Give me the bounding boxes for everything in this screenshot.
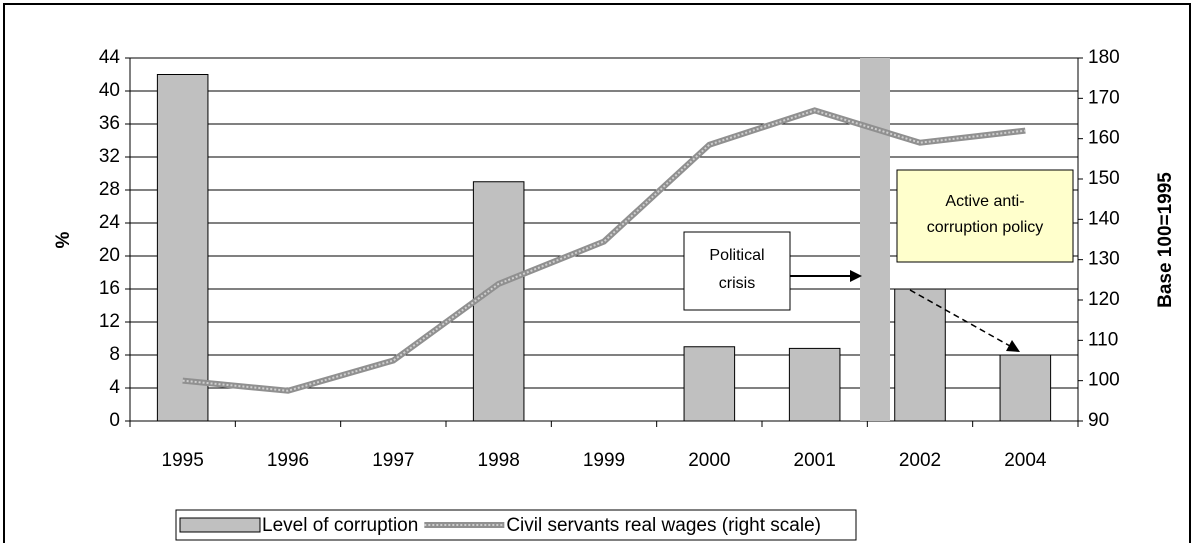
y-tick-label: 8 bbox=[109, 344, 120, 365]
y2-tick-label: 180 bbox=[1088, 47, 1120, 68]
y2-tick-label: 110 bbox=[1088, 329, 1118, 350]
y2-tick-label: 90 bbox=[1088, 410, 1109, 431]
arrow-head bbox=[1006, 340, 1020, 352]
legend-swatch bbox=[179, 517, 261, 533]
y-tick-label: 44 bbox=[99, 47, 121, 68]
x-tick-label: 2004 bbox=[1004, 450, 1047, 471]
y-tick-label: 0 bbox=[109, 410, 120, 431]
grid: 0 4 8 12 16 20 24 28 32 36 40 44 90 100 110 120 130 140 15… bbox=[99, 47, 1120, 471]
annotations: Political crisis Active anti- corruption… bbox=[683, 169, 1074, 352]
x-tick-label: 1997 bbox=[372, 450, 414, 471]
y-tick-label: 12 bbox=[99, 311, 120, 332]
y-tick-label: 36 bbox=[99, 113, 120, 134]
annotation-box bbox=[896, 169, 1074, 263]
bar bbox=[788, 347, 841, 422]
annotation-box bbox=[683, 231, 791, 311]
y2-tick-label: 100 bbox=[1088, 370, 1120, 391]
x-tick-label: 1998 bbox=[478, 450, 520, 471]
annotation-text: Political bbox=[709, 247, 764, 264]
arrow-head bbox=[850, 270, 862, 282]
marks bbox=[156, 74, 1052, 422]
x-tick-label: 1996 bbox=[267, 450, 309, 471]
legend-box bbox=[175, 509, 857, 541]
x-tick-label: 2001 bbox=[794, 450, 836, 471]
bar bbox=[999, 354, 1052, 422]
y-axis-label: % bbox=[53, 231, 74, 248]
x-tick-label: 1999 bbox=[583, 450, 625, 471]
y-tick-label: 40 bbox=[99, 80, 120, 101]
dashed-arrow bbox=[909, 289, 1011, 347]
bar bbox=[472, 181, 525, 422]
y-tick-label: 16 bbox=[99, 278, 120, 299]
y-tick-label: 20 bbox=[99, 245, 120, 266]
y-tick-label: 32 bbox=[99, 146, 120, 167]
y2-axis-label: Base 100=1995 bbox=[1155, 172, 1176, 308]
y2-tick-label: 140 bbox=[1088, 208, 1120, 229]
y2-tick-label: 160 bbox=[1088, 128, 1120, 149]
x-tick-label: 1995 bbox=[162, 450, 204, 471]
y-tick-label: 24 bbox=[99, 212, 121, 233]
x-tick-label: 2002 bbox=[899, 450, 941, 471]
legend-label: Civil servants real wages (right scale) bbox=[506, 515, 821, 536]
bar bbox=[156, 74, 209, 422]
line bbox=[182, 107, 1026, 394]
y2-tick-label: 130 bbox=[1088, 249, 1120, 270]
annotation-text: Active anti- bbox=[945, 193, 1024, 210]
policy-band bbox=[860, 58, 890, 421]
bar bbox=[894, 288, 946, 422]
legend: Level of corruption Civil servants real w… bbox=[175, 509, 857, 541]
annotation-text: corruption policy bbox=[927, 219, 1044, 236]
y-tick-label: 4 bbox=[109, 377, 120, 398]
annotation-text: crisis bbox=[719, 275, 755, 292]
bar bbox=[683, 346, 736, 422]
legend-label: Level of corruption bbox=[262, 515, 418, 536]
y2-tick-label: 170 bbox=[1088, 87, 1120, 108]
x-tick-label: 2000 bbox=[688, 450, 730, 471]
y2-tick-label: 150 bbox=[1088, 168, 1120, 189]
y2-tick-label: 120 bbox=[1088, 289, 1120, 310]
y-tick-label: 28 bbox=[99, 179, 120, 200]
